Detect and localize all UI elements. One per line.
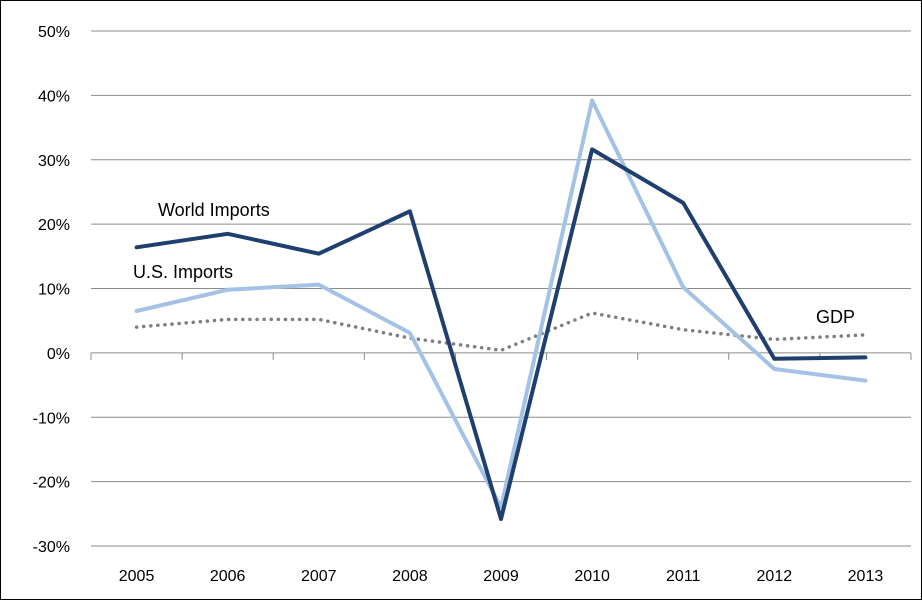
x-tick-label: 2010 [574,568,610,585]
series-label: World Imports [158,200,270,220]
x-tick-label: 2005 [119,568,155,585]
x-axis-ticks: 2005 2006 2007 2008 2009 2010 2011 2012 2013 [119,568,884,585]
x-tick-label: 2007 [301,568,337,585]
y-tick-label: 30% [38,153,70,170]
series-lines [134,98,868,521]
y-tick-label: 0% [47,346,70,363]
series-label: GDP [816,307,855,327]
series-labels: World Imports U.S. Imports GDP [133,200,855,327]
series-label: U.S. Imports [133,262,233,282]
y-tick-label: 20% [38,217,70,234]
y-tick-label: 10% [38,282,70,299]
y-tick-label: -10% [33,410,70,427]
series-line-world-imports [134,147,868,521]
y-tick-label: 50% [38,24,70,41]
x-tick-label: 2012 [757,568,793,585]
x-tick-label: 2009 [483,568,519,585]
series-line-u-s-imports [134,98,868,510]
gridlines [90,30,912,547]
x-tick-label: 2011 [666,568,701,585]
x-tick-label: 2006 [210,568,246,585]
y-tick-label: 40% [38,88,70,105]
x-tick-label: 2008 [392,568,428,585]
x-tick-label: 2013 [848,568,884,585]
y-axis-ticks: 50% 40% 30% 20% 10% 0% -10% -20% -30% [33,24,70,556]
series-line-gdp [134,311,868,353]
y-tick-label: -20% [33,475,70,492]
y-tick-label: -30% [33,539,70,556]
